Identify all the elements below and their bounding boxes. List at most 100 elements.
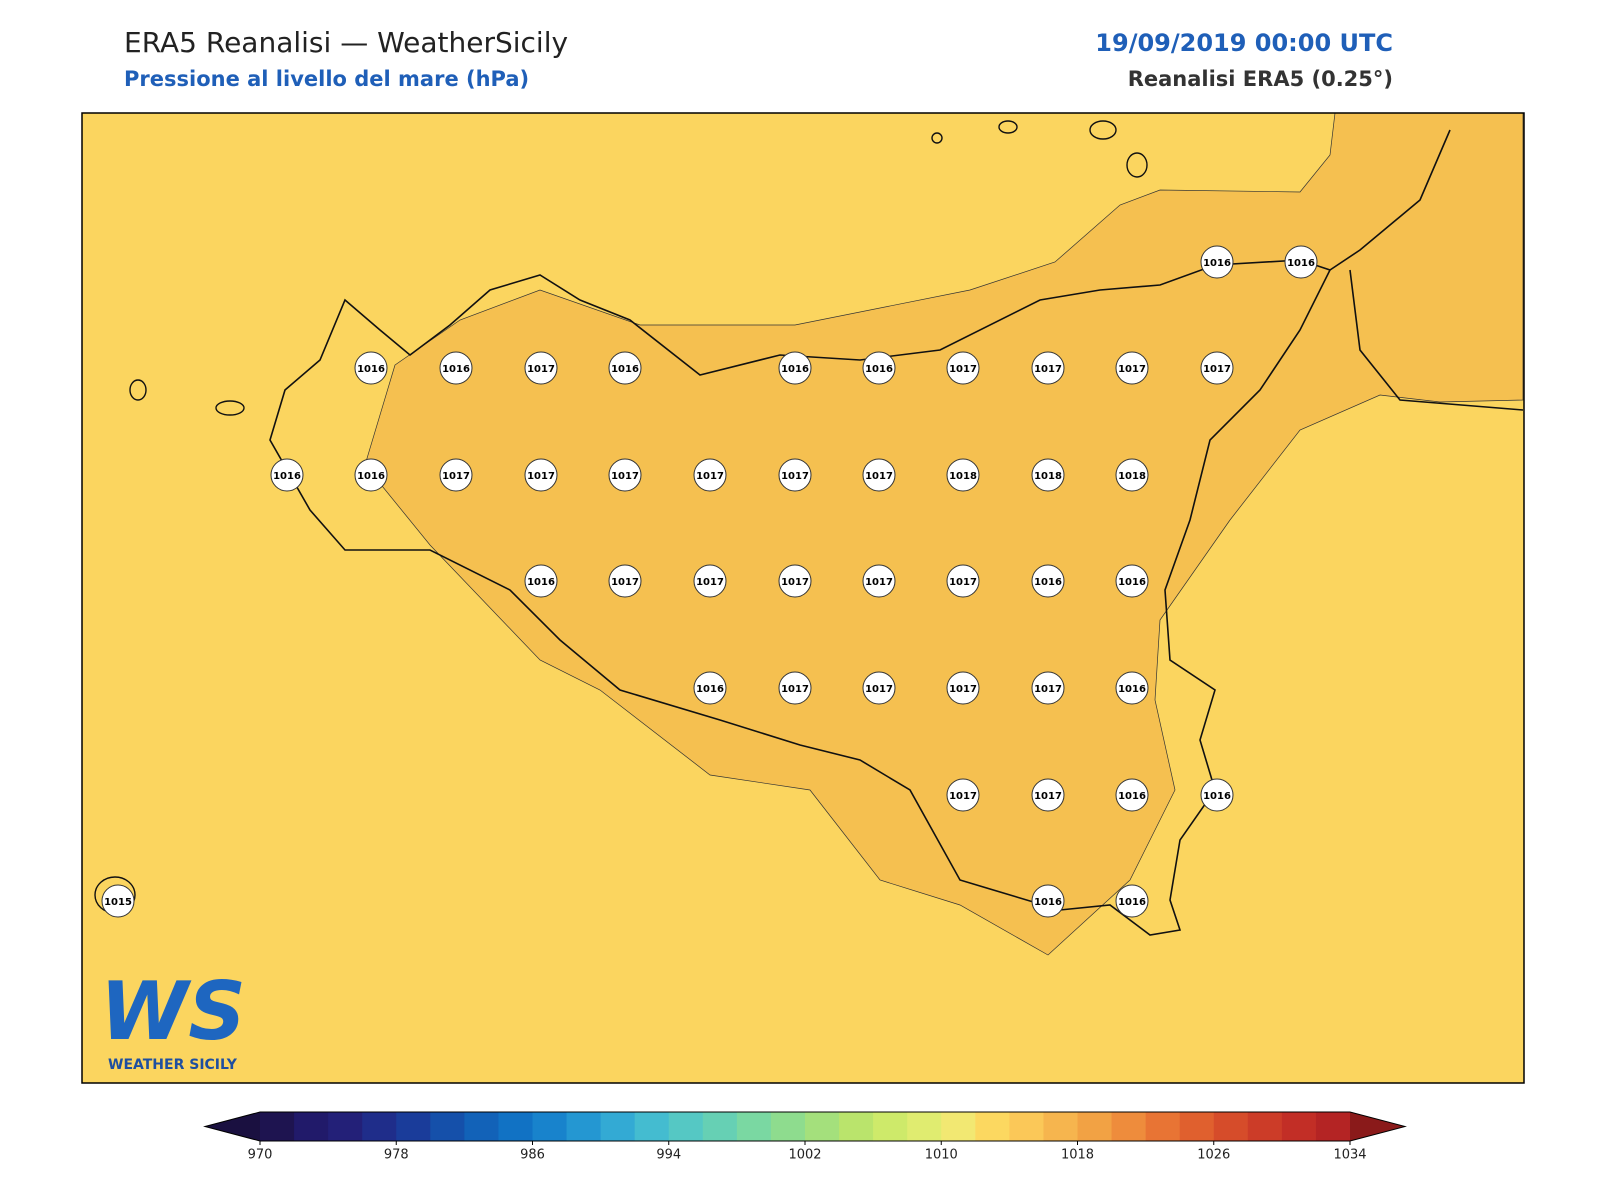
station-marker bbox=[1115, 671, 1149, 705]
station-label: 1017 bbox=[696, 577, 724, 588]
colorbar-tick-label: 986 bbox=[520, 1148, 545, 1163]
colorbar-tick-label: 1018 bbox=[1061, 1148, 1094, 1163]
station-marker bbox=[693, 564, 727, 598]
station-label: 1016 bbox=[696, 684, 724, 695]
station-marker bbox=[1200, 778, 1234, 812]
station-label: 1017 bbox=[1203, 364, 1231, 375]
station-label: 1017 bbox=[781, 577, 809, 588]
station-marker bbox=[524, 564, 558, 598]
logo-mark: WS bbox=[100, 965, 246, 1058]
station-marker bbox=[608, 458, 642, 492]
map-layer bbox=[94, 112, 1524, 956]
colorbar-segment bbox=[839, 1112, 874, 1141]
station-label: 1016 bbox=[1287, 258, 1315, 269]
station-marker bbox=[1031, 564, 1065, 598]
subtitle: Pressione al livello del mare (hPa) bbox=[124, 67, 529, 91]
colorbar-tick-label: 970 bbox=[248, 1148, 273, 1163]
colorbar-segment bbox=[907, 1112, 942, 1141]
station-marker bbox=[946, 564, 980, 598]
island bbox=[1126, 152, 1148, 178]
station-marker bbox=[1284, 245, 1318, 279]
station-marker bbox=[524, 458, 558, 492]
station-label: 1016 bbox=[357, 364, 385, 375]
station-marker bbox=[439, 458, 473, 492]
mainland-coast bbox=[1329, 129, 1524, 411]
station-marker bbox=[862, 671, 896, 705]
colorbar-segment bbox=[294, 1112, 329, 1141]
station-marker bbox=[1031, 458, 1065, 492]
station-marker bbox=[862, 458, 896, 492]
title: ERA5 Reanalisi — WeatherSicily bbox=[124, 26, 568, 59]
colorbar-segment bbox=[1009, 1112, 1044, 1141]
station-marker bbox=[946, 458, 980, 492]
colorbar-segment bbox=[1213, 1112, 1249, 1141]
station-marker bbox=[1031, 778, 1065, 812]
date: 19/09/2019 00:00 UTC bbox=[1095, 29, 1393, 57]
station-marker bbox=[1200, 245, 1234, 279]
station-marker bbox=[1115, 884, 1149, 918]
station-label: 1017 bbox=[611, 577, 639, 588]
colorbar-extend-high bbox=[1350, 1112, 1405, 1141]
station-marker bbox=[354, 458, 388, 492]
station-label: 1016 bbox=[1034, 577, 1062, 588]
station-label: 1016 bbox=[1034, 897, 1062, 908]
colorbar-tick-label: 1010 bbox=[925, 1148, 958, 1163]
colorbar-segment bbox=[532, 1112, 568, 1141]
station-marker bbox=[1200, 351, 1234, 385]
colorbar-segment bbox=[702, 1112, 738, 1141]
station-label: 1017 bbox=[1118, 364, 1146, 375]
station-label: 1017 bbox=[865, 577, 893, 588]
station-label: 1017 bbox=[527, 364, 555, 375]
station-marker bbox=[862, 564, 896, 598]
colorbar-segment bbox=[566, 1112, 602, 1141]
colorbar-tick-label: 978 bbox=[384, 1148, 409, 1163]
colorbar-segment bbox=[668, 1112, 704, 1141]
colorbar-segment bbox=[430, 1112, 465, 1141]
station-label: 1017 bbox=[865, 684, 893, 695]
station-marker bbox=[946, 778, 980, 812]
station-label: 1016 bbox=[611, 364, 639, 375]
station-marker bbox=[270, 458, 304, 492]
station-marker bbox=[946, 351, 980, 385]
station-marker bbox=[608, 564, 642, 598]
station-label: 1018 bbox=[1118, 471, 1146, 482]
colorbar-segment bbox=[634, 1112, 670, 1141]
station-marker bbox=[778, 671, 812, 705]
colorbar-segment bbox=[1145, 1112, 1181, 1141]
colorbar-segment bbox=[1247, 1112, 1283, 1141]
station-label: 1018 bbox=[1034, 471, 1062, 482]
station-label: 1017 bbox=[949, 791, 977, 802]
station-label: 1016 bbox=[1118, 897, 1146, 908]
station-label: 1017 bbox=[442, 471, 470, 482]
colorbar-segment bbox=[362, 1112, 397, 1141]
colorbar-segment bbox=[805, 1112, 840, 1141]
colorbar-segment bbox=[600, 1112, 636, 1141]
island bbox=[931, 132, 943, 144]
island bbox=[1089, 120, 1117, 140]
station-marker bbox=[1115, 564, 1149, 598]
colorbar-segment bbox=[396, 1112, 431, 1141]
station-label: 1017 bbox=[781, 684, 809, 695]
colorbar-segment bbox=[498, 1112, 533, 1141]
colorbar-segment bbox=[1111, 1112, 1147, 1141]
station-label: 1017 bbox=[949, 684, 977, 695]
station-marker bbox=[1115, 458, 1149, 492]
station-marker bbox=[946, 671, 980, 705]
station-marker bbox=[693, 671, 727, 705]
station-marker bbox=[101, 884, 135, 918]
station-label: 1016 bbox=[781, 364, 809, 375]
station-label: 1017 bbox=[865, 471, 893, 482]
station-label: 1017 bbox=[1034, 684, 1062, 695]
station-marker bbox=[693, 458, 727, 492]
station-label: 1016 bbox=[865, 364, 893, 375]
station-label: 1015 bbox=[104, 897, 132, 908]
station-label: 1016 bbox=[1118, 791, 1146, 802]
contour-band bbox=[364, 112, 1524, 956]
station-label: 1017 bbox=[611, 471, 639, 482]
source: Reanalisi ERA5 (0.25°) bbox=[1128, 67, 1393, 91]
station-label: 1016 bbox=[1203, 791, 1231, 802]
station-label: 1018 bbox=[949, 471, 977, 482]
station-label: 1016 bbox=[1203, 258, 1231, 269]
logo-name: WEATHER SICILY bbox=[108, 1057, 238, 1073]
